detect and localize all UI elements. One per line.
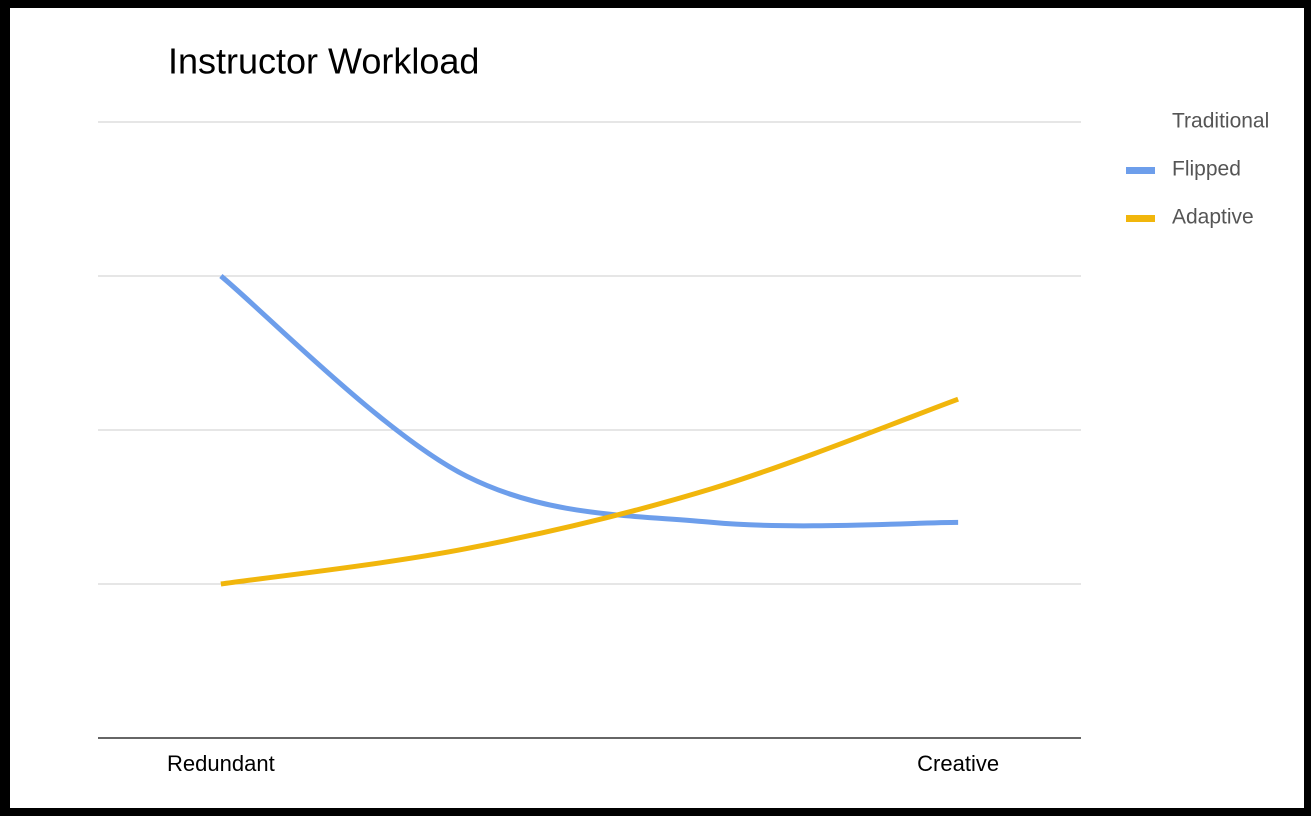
chart-background	[10, 8, 1304, 808]
series-line	[219, 274, 959, 529]
legend-swatch	[1126, 119, 1155, 126]
series-line	[220, 396, 959, 587]
chart-title: Instructor Workload	[168, 41, 479, 82]
x-tick-label: Creative	[917, 751, 999, 776]
x-tick-label: Redundant	[167, 751, 275, 776]
legend-swatch	[1126, 215, 1155, 222]
legend-label: Adaptive	[1172, 206, 1254, 229]
legend-label: Traditional	[1172, 110, 1269, 133]
legend-swatch	[1126, 167, 1155, 174]
legend-label: Flipped	[1172, 158, 1241, 181]
